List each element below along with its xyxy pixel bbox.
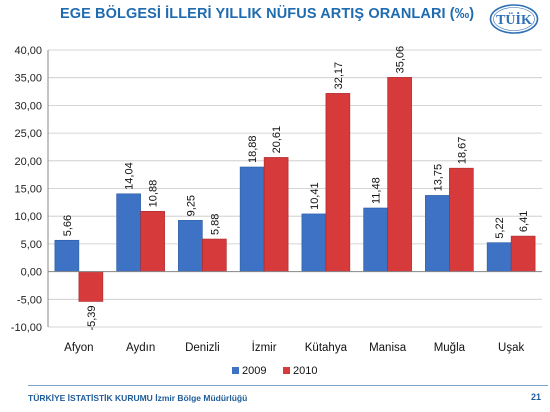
legend: 2009 2010 xyxy=(232,365,317,377)
bar-2010-Manisa xyxy=(387,77,412,272)
x-tick-label: Manisa xyxy=(369,342,407,354)
data-label: 5,22 xyxy=(494,217,506,238)
bar-2009-Muğla xyxy=(425,195,450,272)
x-axis-tick-labels: Afyon Aydın Denizli İzmir Kütahya Manisa Muğla… xyxy=(64,341,524,354)
data-label: 20,61 xyxy=(271,126,283,154)
bar-2009-Afyon xyxy=(54,239,80,272)
y-tick-label: 40,00 xyxy=(14,45,42,57)
chart-title: EGE BÖLGESİ İLLERİ YILLIK NÜFUS ARTIŞ OR… xyxy=(60,6,475,22)
data-label: 9,25 xyxy=(185,195,197,216)
legend-swatch-2010 xyxy=(283,367,290,374)
data-label: 11,48 xyxy=(371,177,383,204)
data-label: 13,75 xyxy=(432,164,444,192)
bars xyxy=(54,77,536,302)
data-label: -5,39 xyxy=(86,305,98,330)
axes xyxy=(47,50,542,327)
y-tick-label: 20,00 xyxy=(14,156,42,168)
x-tick-label: İzmir xyxy=(252,341,277,354)
x-tick-label: Muğla xyxy=(434,342,466,354)
y-axis-tick-labels: 40,00 35,00 30,00 25,00 20,00 15,00 10,00 5,00 0… xyxy=(11,45,42,334)
x-tick-label: Uşak xyxy=(498,342,524,354)
y-tick-label: 10,00 xyxy=(14,211,42,223)
x-tick-label: Aydın xyxy=(126,342,155,354)
x-tick-label: Denizli xyxy=(185,342,220,354)
bar-chart: 40,00 35,00 30,00 25,00 20,00 15,00 10,00 5,00 0… xyxy=(11,45,542,377)
footer-institution: TÜRKİYE İSTATİSTİK KURUMU xyxy=(28,393,153,403)
bar-2010-Denizli xyxy=(202,238,227,272)
y-tick-label: -5,00 xyxy=(17,294,42,306)
y-tick-label: 30,00 xyxy=(14,100,42,112)
footer-office: İzmir Bölge Müdürlüğü xyxy=(155,393,248,403)
bar-2010-Aydın xyxy=(140,211,165,272)
data-label: 6,41 xyxy=(518,211,530,232)
data-label: 10,41 xyxy=(309,182,321,210)
data-label: 32,17 xyxy=(333,62,345,90)
data-label: 18,88 xyxy=(247,135,259,163)
data-labels: 5,66 -5,39 14,04 10,88 9,25 5,88 18,88 20,61 10,… xyxy=(62,46,530,331)
bar-2010-Uşak xyxy=(510,235,536,272)
footer-text: TÜRKİYE İSTATİSTİK KURUMU İzmir Bölge Mü… xyxy=(28,393,247,403)
data-label: 5,88 xyxy=(209,214,221,235)
logo-text: TÜİK xyxy=(496,11,532,28)
y-tick-label: 0,00 xyxy=(21,267,42,279)
data-label: 5,66 xyxy=(62,215,74,236)
data-label: 18,67 xyxy=(456,137,468,165)
x-tick-label: Kütahya xyxy=(305,342,348,354)
bar-2010-Muğla xyxy=(449,167,474,272)
y-tick-label: 5,00 xyxy=(21,239,42,251)
footer-divider xyxy=(28,385,548,386)
data-label: 14,04 xyxy=(124,162,136,190)
x-tick-label: Afyon xyxy=(64,342,93,354)
page-number: 21 xyxy=(531,392,542,402)
y-tick-label: 25,00 xyxy=(14,128,42,140)
legend-swatch-2009 xyxy=(232,367,239,374)
bar-2010-İzmir xyxy=(263,157,289,272)
y-tick-label: 15,00 xyxy=(14,184,42,196)
bar-2009-Uşak xyxy=(486,242,512,272)
tuik-logo: TÜİK xyxy=(489,4,539,34)
bar-2010-Afyon xyxy=(78,271,104,302)
bar-2009-Kütahya xyxy=(301,213,327,272)
data-label: 10,88 xyxy=(148,180,160,208)
y-tick-label: -10,00 xyxy=(11,322,42,334)
legend-label-2010: 2010 xyxy=(293,365,317,377)
bar-2009-İzmir xyxy=(239,166,265,272)
bar-2010-Kütahya xyxy=(325,93,351,272)
y-tick-label: 35,00 xyxy=(14,73,42,85)
bar-2009-Denizli xyxy=(178,220,203,272)
bar-2009-Manisa xyxy=(363,207,388,272)
bar-2009-Aydın xyxy=(116,193,141,272)
data-label: 35,06 xyxy=(395,46,407,74)
legend-label-2009: 2009 xyxy=(242,365,266,377)
